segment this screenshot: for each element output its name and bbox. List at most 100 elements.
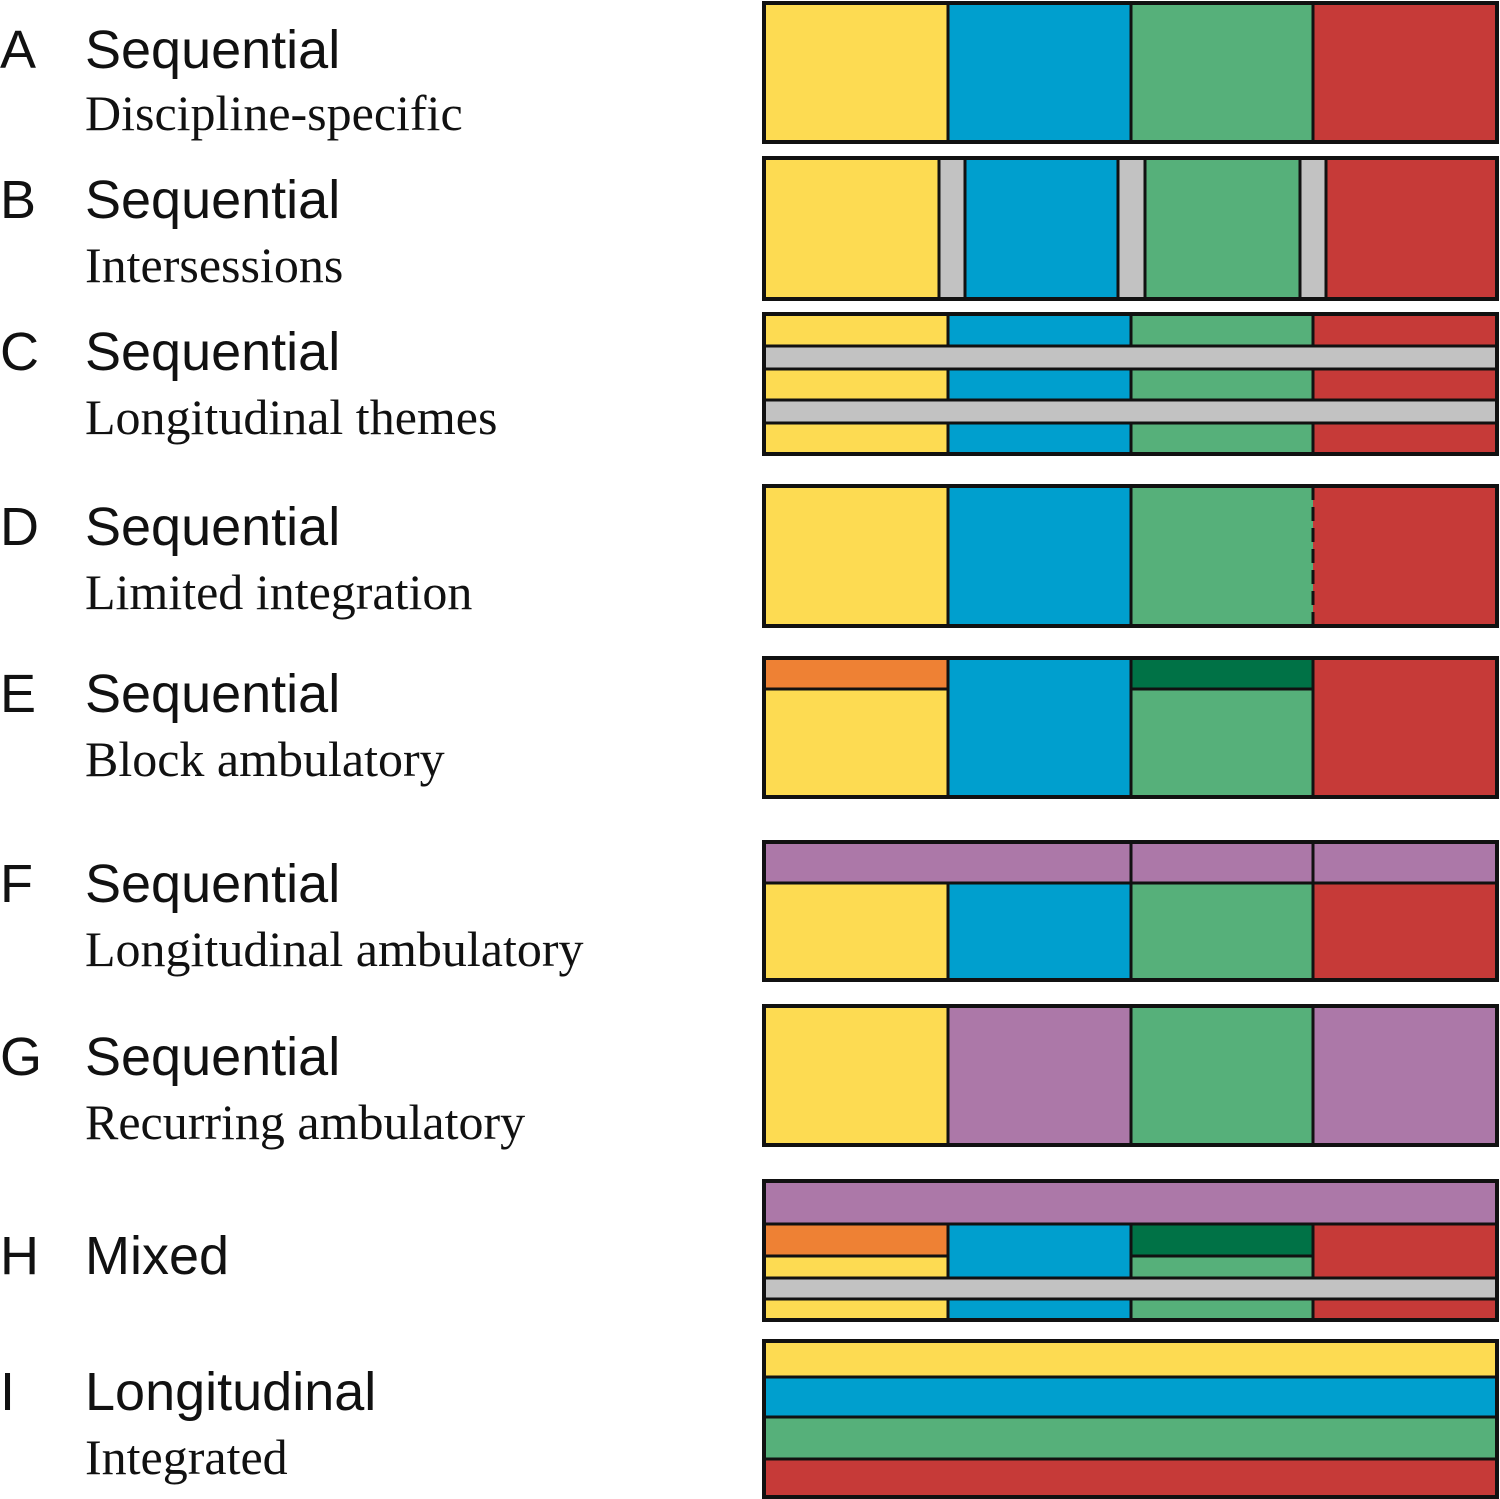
row-label-g: G Sequential Recurring ambulatory xyxy=(0,1027,525,1150)
stripe-3 xyxy=(762,1415,1499,1461)
bar-f xyxy=(762,840,1499,982)
row-letter: A xyxy=(0,20,36,80)
block-2 xyxy=(946,1,1133,144)
stripe-4 xyxy=(762,1457,1499,1499)
bar-h xyxy=(762,1179,1499,1322)
block-3 xyxy=(1129,881,1315,982)
theme-1 xyxy=(762,344,1499,371)
block-1 xyxy=(762,1254,950,1280)
row-label-i: I Longitudinal Integrated xyxy=(0,1362,376,1485)
block-4 xyxy=(1311,656,1499,799)
block-4 xyxy=(1311,881,1499,982)
block-bottom-1 xyxy=(762,1297,950,1322)
block-3 xyxy=(1129,1254,1315,1280)
row-letter: B xyxy=(0,170,36,230)
block-top-3 xyxy=(1129,312,1315,348)
row-label-b: B Sequential Intersessions xyxy=(0,170,343,293)
block-bottom-3 xyxy=(1129,1297,1315,1322)
bar-c xyxy=(762,312,1499,456)
row-title: Sequential xyxy=(85,664,340,724)
block-2 xyxy=(946,1222,1133,1280)
block-2 xyxy=(946,881,1133,982)
block-bottom-3 xyxy=(1129,421,1315,456)
bar-d xyxy=(762,484,1499,628)
block-bottom-2 xyxy=(946,1297,1133,1322)
row-title: Sequential xyxy=(85,854,340,914)
row-title: Sequential xyxy=(85,20,340,80)
theme xyxy=(762,1276,1499,1301)
bar-frame xyxy=(762,1179,1499,1322)
row-title: Sequential xyxy=(85,1027,340,1087)
block-mid-2 xyxy=(946,367,1133,402)
block-1 xyxy=(762,1,950,144)
row-label-f: F Sequential Longitudinal ambulatory xyxy=(0,854,584,977)
row-letter: F xyxy=(0,854,33,914)
bar-g xyxy=(762,1004,1499,1147)
block-1 xyxy=(762,687,950,799)
theme-2 xyxy=(762,398,1499,425)
block-2 xyxy=(946,484,1133,628)
bar-frame xyxy=(762,1339,1499,1499)
block-3 xyxy=(1129,687,1315,799)
row-letter: E xyxy=(0,664,36,724)
block-bottom-1 xyxy=(762,421,950,456)
block-bottom-4 xyxy=(1311,1297,1499,1322)
bar-frame xyxy=(762,484,1499,628)
bar-b xyxy=(762,156,1499,301)
row-label-d: D Sequential Limited integration xyxy=(0,497,472,620)
block-top-4 xyxy=(1311,312,1499,348)
block-4 xyxy=(1311,1004,1499,1147)
ambulatory-2 xyxy=(1129,656,1315,691)
stripe-1 xyxy=(762,1339,1499,1379)
block-3 xyxy=(1129,1004,1315,1147)
bar-frame xyxy=(762,312,1499,456)
bar-frame xyxy=(762,840,1499,982)
row-subtitle: Discipline-specific xyxy=(85,85,463,141)
block-mid-1 xyxy=(762,367,950,402)
block-mid-4 xyxy=(1311,367,1499,402)
bar-frame xyxy=(762,1,1499,144)
row-letter: C xyxy=(0,322,39,382)
block-1 xyxy=(762,881,950,982)
row-title: Mixed xyxy=(85,1226,229,1286)
row-letter: D xyxy=(0,497,39,557)
bar-frame xyxy=(762,656,1499,799)
bar-a xyxy=(762,1,1499,144)
row-letter: I xyxy=(0,1362,15,1422)
ambulatory-longitudinal xyxy=(762,1179,1499,1226)
intersession xyxy=(1298,156,1328,301)
block-bottom-4 xyxy=(1311,421,1499,456)
block xyxy=(963,156,1120,301)
row-letter: H xyxy=(0,1226,39,1286)
row-letter: G xyxy=(0,1027,42,1087)
block xyxy=(762,156,941,301)
block-4 xyxy=(1311,1,1499,144)
block-mid-3 xyxy=(1129,367,1315,402)
block-top-1 xyxy=(762,312,950,348)
row-title: Sequential xyxy=(85,322,340,382)
stripe-2 xyxy=(762,1375,1499,1419)
block-1 xyxy=(762,484,950,628)
ambulatory-1 xyxy=(762,1222,950,1258)
row-subtitle: Longitudinal themes xyxy=(85,389,497,445)
block-3 xyxy=(1129,1,1315,144)
block-1 xyxy=(762,1004,950,1147)
ambulatory-1 xyxy=(762,656,950,691)
row-title: Sequential xyxy=(85,170,340,230)
block-2 xyxy=(946,656,1133,799)
row-title: Longitudinal xyxy=(85,1362,376,1422)
bar-i xyxy=(762,1339,1499,1499)
bar-frame xyxy=(762,156,1499,301)
block-2 xyxy=(946,1004,1133,1147)
row-label-h: H Mixed xyxy=(0,1226,229,1286)
row-subtitle: Integrated xyxy=(85,1429,288,1485)
ambulatory-1 xyxy=(762,840,1133,885)
intersession xyxy=(937,156,967,301)
row-label-e: E Sequential Block ambulatory xyxy=(0,664,445,787)
row-subtitle: Block ambulatory xyxy=(85,731,445,787)
block-4 xyxy=(1311,1222,1499,1280)
block-4 xyxy=(1313,486,1497,626)
block xyxy=(1143,156,1302,301)
row-title: Sequential xyxy=(85,497,340,557)
